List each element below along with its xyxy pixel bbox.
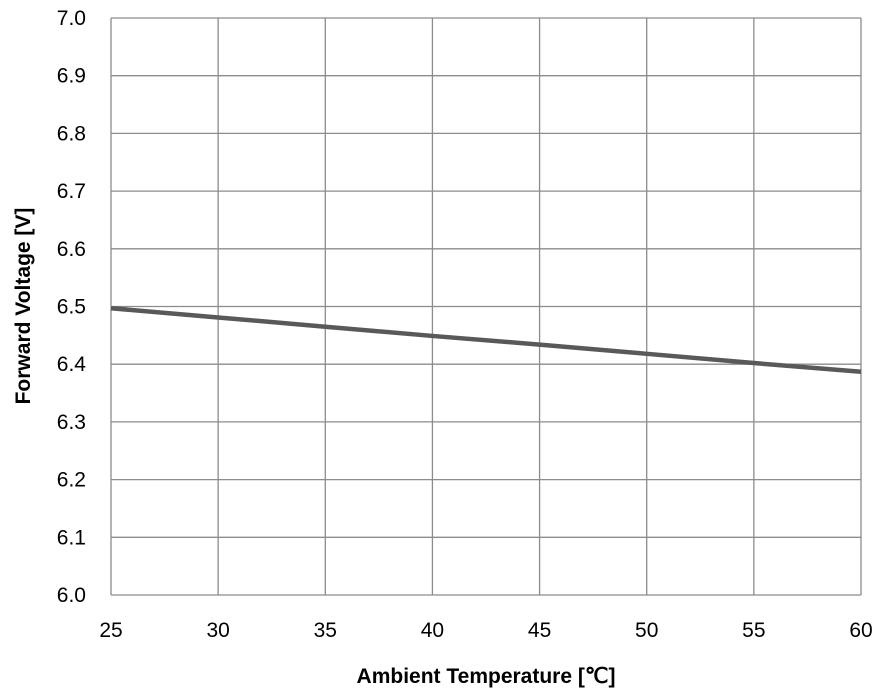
series-line <box>110 305 862 374</box>
y-tick-label: 6.1 <box>57 526 86 549</box>
series-layer <box>110 305 862 374</box>
y-tick-label: 6.2 <box>57 469 86 492</box>
y-tick-labels: 6.0 6.1 6.2 6.3 6.4 6.5 6.6 6.7 6.8 6.9 7.0 <box>57 7 87 607</box>
y-tick-label: 6.8 <box>57 122 86 145</box>
y-axis-title: Forward Voltage [V] <box>12 208 35 405</box>
x-tick-label: 30 <box>206 619 229 642</box>
x-tick-label: 40 <box>421 619 444 642</box>
y-tick-label: 6.5 <box>57 296 86 319</box>
y-tick-label: 6.0 <box>57 584 86 607</box>
x-tick-label: 55 <box>742 619 765 642</box>
y-tick-label: 6.4 <box>57 353 87 376</box>
y-tick-label: 6.9 <box>57 65 86 88</box>
x-tick-label: 35 <box>314 619 337 642</box>
y-tick-label: 6.6 <box>57 238 86 261</box>
y-tick-label: 6.3 <box>57 411 86 434</box>
x-tick-labels: 25 30 35 40 45 50 55 60 <box>99 619 872 642</box>
x-tick-label: 60 <box>849 619 872 642</box>
x-tick-label: 25 <box>99 619 122 642</box>
y-tick-label: 7.0 <box>57 7 86 30</box>
x-tick-label: 45 <box>528 619 551 642</box>
x-axis-title: Ambient Temperature [℃] <box>357 665 616 688</box>
x-tick-label: 50 <box>635 619 658 642</box>
horizontal-gridlines <box>111 17 861 596</box>
y-tick-label: 6.7 <box>57 180 86 203</box>
